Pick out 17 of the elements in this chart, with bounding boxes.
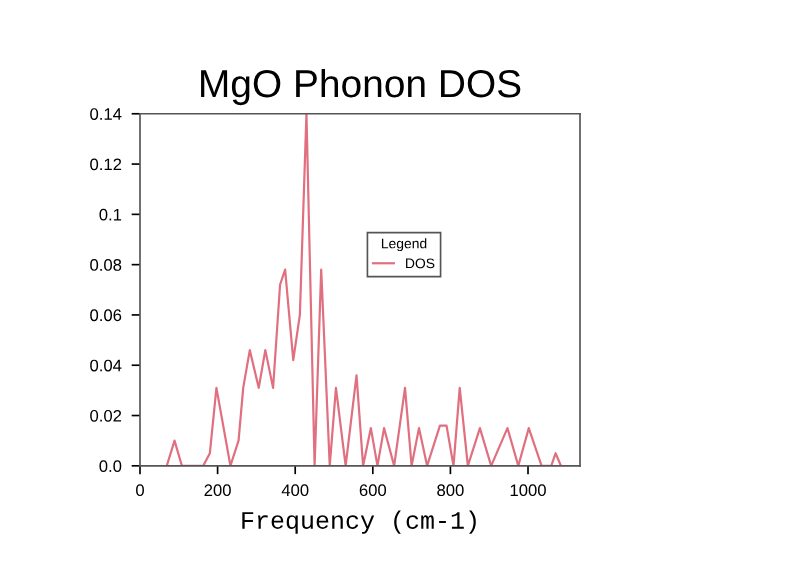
- chart-title: MgO Phonon DOS: [201, 68, 521, 106]
- y-tick-label: 0.0: [99, 460, 122, 473]
- x-tick-label: 1000: [510, 484, 546, 497]
- x-tick-label: 800: [437, 484, 464, 497]
- x-tick-label: 200: [204, 484, 231, 497]
- y-tick-label: 0.08: [90, 259, 122, 271]
- y-tick-label: 0.02: [90, 409, 122, 422]
- line-series: [165, 113, 563, 466]
- x-tick-label: 400: [281, 484, 309, 497]
- y-tick-label: 0.04: [90, 359, 122, 372]
- x-axis-title: Frequency (cm-1): [242, 510, 476, 534]
- y-tick-label: 0.06: [90, 309, 122, 322]
- y-tick-label: 0.1: [99, 208, 122, 221]
- y-tick-label: 0.14: [90, 108, 122, 120]
- x-tick-label: 0: [136, 484, 144, 497]
- y-tick-label: 0.12: [90, 158, 122, 171]
- x-tick-label: 600: [359, 484, 387, 497]
